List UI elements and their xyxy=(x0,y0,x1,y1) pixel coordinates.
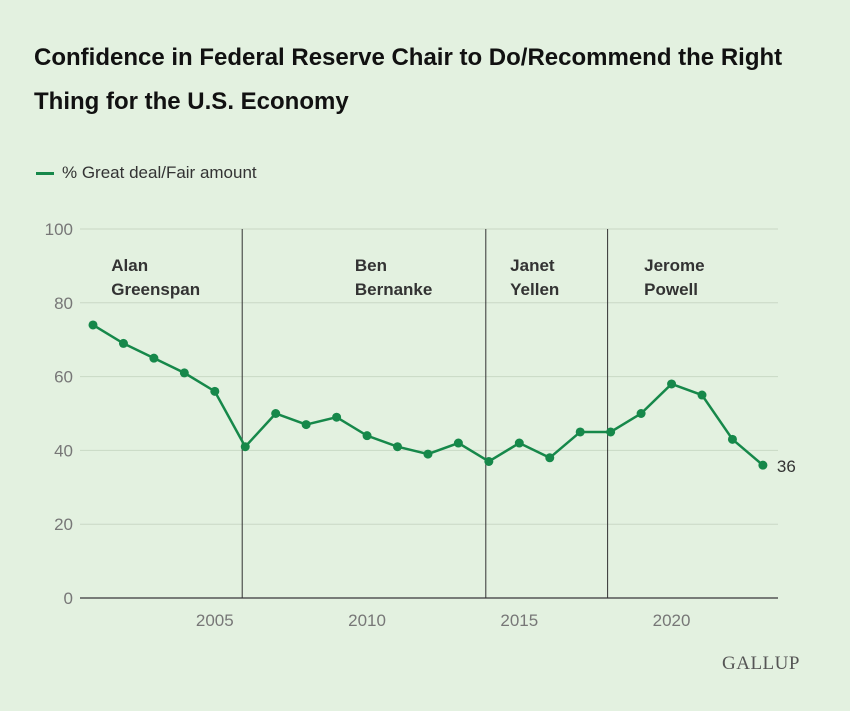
data-point xyxy=(332,412,342,422)
data-point xyxy=(727,434,737,444)
era-label: Yellen xyxy=(510,280,559,299)
y-tick-label: 20 xyxy=(54,515,73,534)
era-label: Powell xyxy=(644,280,698,299)
y-tick-label: 0 xyxy=(64,589,73,608)
data-point xyxy=(179,368,189,378)
data-point xyxy=(484,456,494,466)
y-tick-label: 80 xyxy=(54,294,73,313)
data-point xyxy=(301,420,311,430)
x-tick-label: 2010 xyxy=(348,611,386,630)
data-point xyxy=(758,460,768,470)
x-tick-label: 2020 xyxy=(653,611,691,630)
series-line xyxy=(92,323,764,467)
data-point xyxy=(575,427,585,437)
gallup-logo: GALLUP xyxy=(722,653,800,674)
data-point xyxy=(271,409,281,418)
legend-label: % Great deal/Fair amount xyxy=(62,163,257,182)
data-point xyxy=(606,427,616,437)
data-point xyxy=(88,320,98,330)
era-label: Jerome xyxy=(644,256,704,275)
data-point xyxy=(210,386,220,396)
x-tick-label: 2005 xyxy=(196,611,234,630)
data-point xyxy=(636,409,646,418)
legend-swatch xyxy=(36,171,54,175)
data-point xyxy=(697,390,707,400)
data-point xyxy=(667,379,677,389)
era-label: Bernanke xyxy=(355,280,432,299)
data-point xyxy=(240,442,250,452)
end-value-label: 36 xyxy=(777,457,796,476)
x-tick-label: 2015 xyxy=(500,611,538,630)
data-point xyxy=(149,353,159,363)
data-point xyxy=(393,442,402,452)
y-tick-label: 40 xyxy=(54,441,73,460)
chart-title: Confidence in Federal Reserve Chair to D… xyxy=(34,44,783,115)
legend: % Great deal/Fair amount xyxy=(36,163,257,183)
era-label: Alan xyxy=(111,256,148,275)
era-label: Ben xyxy=(355,256,387,275)
y-tick-label: 100 xyxy=(45,220,73,239)
era-label: Greenspan xyxy=(111,280,200,299)
data-point xyxy=(514,438,524,448)
data-point xyxy=(423,449,433,459)
y-tick-label: 60 xyxy=(54,368,73,387)
era-label: Janet xyxy=(510,256,555,275)
data-point xyxy=(118,338,128,348)
data-point xyxy=(545,453,555,463)
data-point xyxy=(362,431,372,441)
data-point xyxy=(453,438,463,448)
